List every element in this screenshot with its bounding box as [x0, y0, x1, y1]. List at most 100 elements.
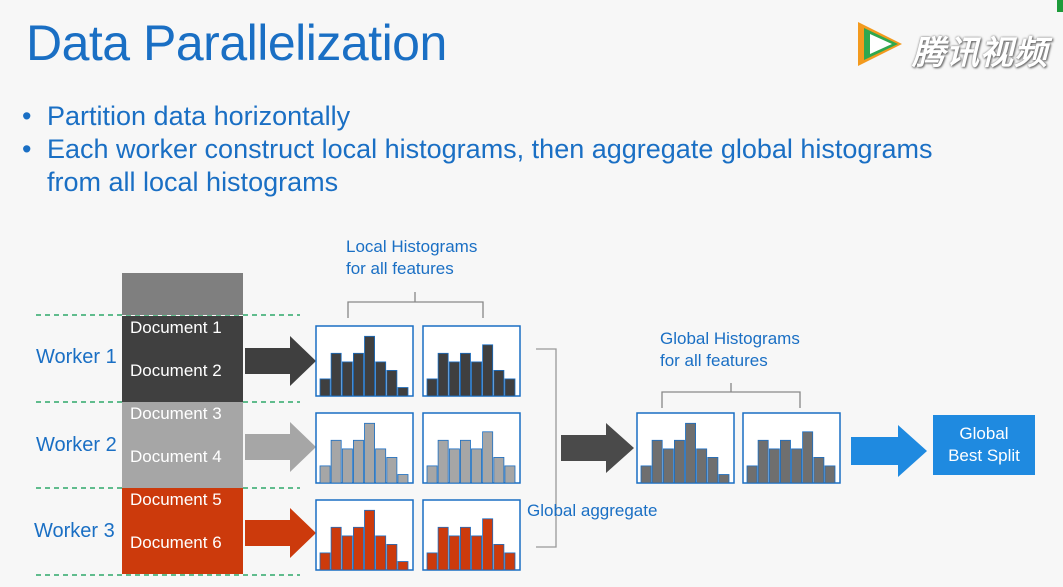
histogram-bar: [718, 474, 730, 484]
worker-label: Worker 1: [36, 346, 117, 368]
global-histograms-label-line: for all features: [660, 351, 768, 370]
histogram-bar: [780, 439, 791, 484]
global-histogram-b: [742, 412, 841, 484]
global-histograms-brace: [661, 383, 801, 408]
histogram-bar: [482, 344, 494, 397]
histogram-bar: [364, 335, 376, 397]
histogram-bar: [352, 439, 364, 484]
worker3-arrow: [245, 508, 316, 558]
histogram-bar: [364, 509, 376, 571]
histogram-bar: [426, 465, 438, 484]
histogram-bar: [386, 369, 398, 397]
local-histograms-label-line: Local Histograms: [346, 237, 478, 256]
document-row: Document 4: [122, 445, 243, 488]
histogram-bar: [482, 518, 494, 571]
histogram-bar: [448, 361, 460, 397]
histogram-bar: [397, 561, 409, 571]
document-row: Document 1: [122, 316, 243, 359]
global-histogram-a: [636, 412, 735, 484]
result-arrow: [851, 425, 927, 477]
histogram-bar: [375, 448, 387, 484]
histogram-bar: [504, 378, 516, 397]
bullet-list: Partition data horizontally Each worker …: [22, 100, 977, 199]
result-label-line: Best Split: [948, 446, 1020, 465]
histogram-bar: [802, 431, 814, 484]
bullet-item: Each worker construct local histograms, …: [22, 133, 977, 199]
worker1-arrow: [245, 336, 316, 386]
global-aggregate-label: Global aggregate: [527, 501, 658, 520]
histogram-bar: [437, 352, 449, 397]
bullet-item: Partition data horizontally: [22, 100, 977, 133]
histogram-bar: [824, 465, 836, 484]
histogram-bar: [493, 369, 505, 397]
histogram-bar: [662, 448, 674, 484]
histogram-bar: [319, 552, 331, 571]
histogram-bar: [482, 431, 494, 484]
histogram-bar: [341, 535, 353, 571]
histogram-bar: [330, 352, 342, 397]
histogram-bar: [375, 361, 387, 397]
global-histograms-label: Global Histograms for all features: [660, 328, 800, 372]
histogram-bar: [437, 439, 449, 484]
histogram-bar: [640, 465, 652, 484]
aggregate-arrow: [561, 423, 634, 473]
histogram-bar: [386, 544, 398, 571]
worker-label: Worker 3: [34, 520, 115, 542]
local-histograms-label-line: for all features: [346, 259, 454, 278]
data-header-block: [122, 273, 243, 315]
local-histograms-label: Local Histograms for all features: [346, 236, 477, 280]
local-histogram-worker2-a: [315, 412, 414, 484]
histogram-bar: [757, 439, 769, 484]
local-histograms-brace: [347, 292, 484, 318]
local-histogram-worker2-b: [422, 412, 521, 484]
document-row: Document 3: [122, 402, 243, 445]
histogram-bar: [768, 448, 780, 484]
local-histogram-worker3-a: [315, 499, 414, 571]
document-row: Document 5: [122, 488, 243, 531]
histogram-bar: [471, 535, 483, 571]
histogram-bar: [493, 456, 505, 484]
global-best-split-box: Global Best Split: [933, 415, 1035, 475]
histogram-bar: [696, 448, 708, 484]
histogram-bar: [459, 526, 471, 571]
histogram-bar: [426, 552, 438, 571]
global-histograms-label-line: Global Histograms: [660, 329, 800, 348]
result-label-line: Global: [959, 424, 1009, 443]
histogram-bar: [791, 448, 803, 484]
histogram-bar: [746, 465, 758, 484]
histogram-bar: [341, 361, 353, 397]
local-histogram-worker3-b: [422, 499, 521, 571]
play-icon: [858, 22, 902, 66]
histogram-bar: [330, 526, 342, 571]
local-histogram-worker1-b: [422, 325, 521, 397]
watermark-text: 腾讯视频: [912, 34, 1048, 71]
histogram-bar: [674, 439, 685, 484]
histogram-bar: [397, 387, 409, 397]
histogram-bar: [448, 448, 460, 484]
histogram-bar: [813, 456, 825, 484]
histogram-bar: [493, 544, 505, 571]
histogram-bar: [504, 552, 516, 571]
local-histogram-worker1-a: [315, 325, 414, 397]
histogram-bar: [471, 448, 483, 484]
histogram-bar: [319, 465, 331, 484]
histogram-bar: [504, 465, 516, 484]
histogram-bar: [341, 448, 353, 484]
tencent-video-logo: 腾讯视频: [850, 16, 1055, 72]
histogram-bar: [707, 456, 719, 484]
histogram-bar: [471, 361, 483, 397]
histogram-bar: [685, 422, 697, 484]
histogram-bar: [651, 439, 663, 484]
histogram-bar: [352, 352, 364, 397]
histogram-bar: [426, 378, 438, 397]
slide-title: Data Parallelization: [26, 15, 447, 71]
histogram-bar: [319, 378, 331, 397]
document-row: Document 6: [122, 531, 243, 574]
histogram-bar: [459, 439, 471, 484]
worker2-arrow: [245, 422, 316, 472]
histogram-bar: [375, 535, 387, 571]
histogram-bar: [364, 422, 376, 484]
histogram-bar: [386, 456, 398, 484]
histogram-bar: [397, 474, 409, 484]
